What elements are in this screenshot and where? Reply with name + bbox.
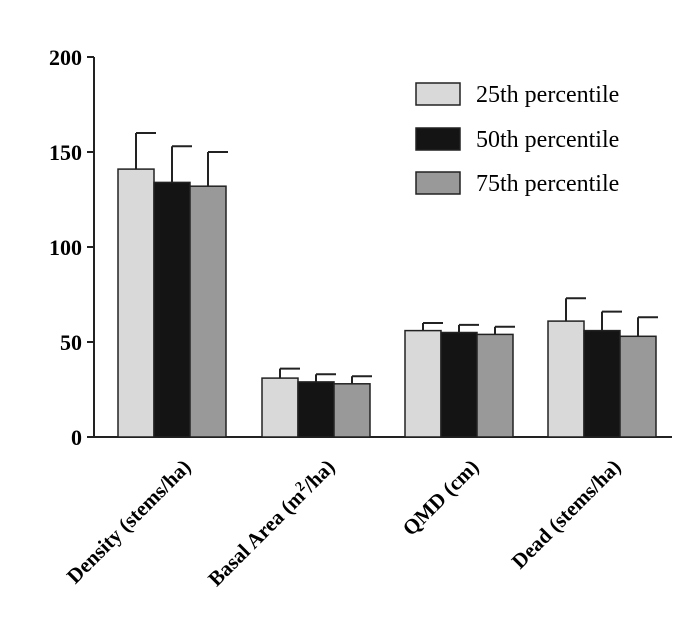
bar (189, 185, 227, 438)
bar (440, 331, 478, 438)
legend-label: 50th percentile (476, 127, 619, 153)
y-tick-label: 100 (49, 235, 82, 260)
y-tick-label: 150 (49, 140, 82, 165)
bar (547, 320, 585, 438)
x-axis-category-labels: Density (stems/ha) Basal Area (m2/ha) QMD … (62, 455, 626, 591)
bar (297, 381, 335, 438)
bar (261, 377, 299, 438)
bar (583, 329, 621, 438)
y-tick-label: 200 (49, 45, 82, 70)
legend: 25th percentile 50th percentile 75th perce… (415, 82, 619, 197)
legend-swatch (415, 127, 461, 151)
legend-swatch (415, 82, 461, 106)
bar (619, 335, 657, 438)
x-tick-label: Basal Area (m2/ha) (203, 455, 339, 591)
legend-label: 25th percentile (476, 82, 619, 108)
y-tick-label: 0 (71, 425, 82, 450)
legend-swatch (415, 171, 461, 195)
error-bars (135, 132, 658, 384)
y-tick-label: 50 (60, 330, 82, 355)
x-tick-label: QMD (cm) (398, 455, 484, 541)
bar (117, 168, 155, 438)
y-axis-ticks: 0 50 100 150 200 (49, 45, 94, 450)
legend-label: 75th percentile (476, 171, 619, 197)
bar (476, 333, 514, 438)
bar (153, 181, 191, 438)
x-tick-label: Density (stems/ha) (62, 455, 196, 589)
x-tick-label: Dead (stems/ha) (507, 455, 626, 574)
bar (333, 383, 371, 438)
bar (404, 329, 442, 438)
bars (117, 168, 657, 438)
